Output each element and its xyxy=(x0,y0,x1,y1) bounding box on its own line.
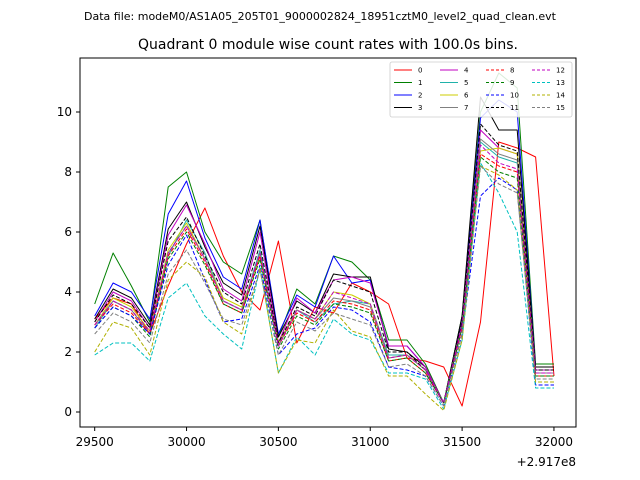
legend-label-9: 9 xyxy=(510,79,514,87)
legend-label-3: 3 xyxy=(418,104,422,112)
series-line-2 xyxy=(94,99,554,404)
series-line-0 xyxy=(94,141,555,407)
legend-label-2: 2 xyxy=(418,92,422,100)
series-line-13 xyxy=(94,162,554,410)
x-tick-label: 31000 xyxy=(351,435,389,449)
y-tick-label: 6 xyxy=(64,225,72,239)
y-tick-label: 4 xyxy=(64,285,72,299)
series-line-1 xyxy=(94,72,554,404)
legend-label-12: 12 xyxy=(556,67,565,75)
x-offset-label: +2.917e8 xyxy=(517,455,576,469)
series-line-3 xyxy=(94,96,554,404)
x-tick-label: 30000 xyxy=(167,435,205,449)
x-tick-label: 31500 xyxy=(443,435,481,449)
chart-title: Quadrant 0 module wise count rates with … xyxy=(138,37,518,53)
y-axis: 0 2 4 6 8 10 xyxy=(57,105,80,419)
legend-label-13: 13 xyxy=(556,79,565,87)
series-line-10 xyxy=(94,177,554,407)
legend-label-10: 10 xyxy=(510,92,519,100)
legend-label-14: 14 xyxy=(556,92,565,100)
series-line-12 xyxy=(94,144,554,404)
legend-label-11: 11 xyxy=(510,104,519,112)
x-axis: 29500 30000 30500 31000 31500 32000 xyxy=(76,427,573,449)
series-line-14 xyxy=(94,165,554,411)
x-tick-label: 29500 xyxy=(76,435,114,449)
series-line-15 xyxy=(94,165,554,407)
series-line-11 xyxy=(94,123,554,404)
y-tick-label: 10 xyxy=(57,105,72,119)
suptitle: Data file: modeM0/AS1A05_205T01_90000028… xyxy=(84,10,557,23)
legend-label-8: 8 xyxy=(510,67,514,75)
series-line-9 xyxy=(94,156,554,404)
legend-label-7: 7 xyxy=(464,104,468,112)
legend-label-6: 6 xyxy=(464,92,469,100)
legend-label-4: 4 xyxy=(464,67,469,75)
x-tick-label: 32000 xyxy=(535,435,573,449)
legend-label-1: 1 xyxy=(418,79,422,87)
legend-label-0: 0 xyxy=(418,67,422,75)
y-tick-label: 8 xyxy=(64,165,72,179)
legend-label-5: 5 xyxy=(464,79,468,87)
y-tick-label: 2 xyxy=(64,345,72,359)
y-tick-label: 0 xyxy=(64,405,72,419)
legend-box xyxy=(389,61,573,118)
plot-frame xyxy=(79,57,577,428)
series-line-8 xyxy=(94,153,554,404)
x-tick-label: 30500 xyxy=(259,435,297,449)
series-layer xyxy=(94,72,555,411)
legend-label-15: 15 xyxy=(556,104,565,112)
